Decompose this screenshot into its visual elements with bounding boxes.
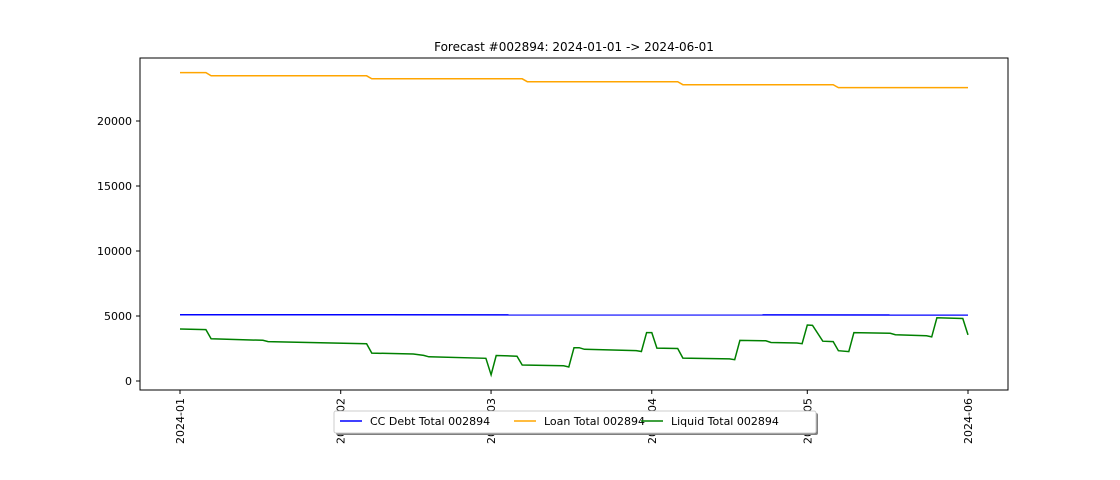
x-tick-label: 2024-01 bbox=[174, 398, 187, 444]
y-tick-label: 0 bbox=[125, 375, 132, 388]
y-axis: 0 5000 10000 15000 20000 bbox=[97, 115, 140, 388]
y-tick-label: 20000 bbox=[97, 115, 132, 128]
x-tick-label: 2024-06 bbox=[962, 398, 975, 444]
legend-label: Liquid Total 002894 bbox=[671, 415, 779, 428]
legend-label: Loan Total 002894 bbox=[544, 415, 645, 428]
legend-box bbox=[333, 410, 817, 434]
series-line-loan bbox=[180, 71, 968, 89]
series-line-liquid bbox=[179, 317, 969, 378]
chart-title: Forecast #002894: 2024-01-01 -> 2024-06-… bbox=[434, 40, 714, 54]
legend-label: CC Debt Total 002894 bbox=[370, 415, 490, 428]
y-tick-label: 5000 bbox=[104, 310, 132, 323]
y-tick-label: 10000 bbox=[97, 245, 132, 258]
legend: CC Debt Total 002894 Loan Total 002894 Liq… bbox=[333, 410, 818, 435]
series-lines bbox=[179, 71, 969, 378]
y-tick-label: 15000 bbox=[97, 180, 132, 193]
plot-area bbox=[139, 57, 1009, 391]
